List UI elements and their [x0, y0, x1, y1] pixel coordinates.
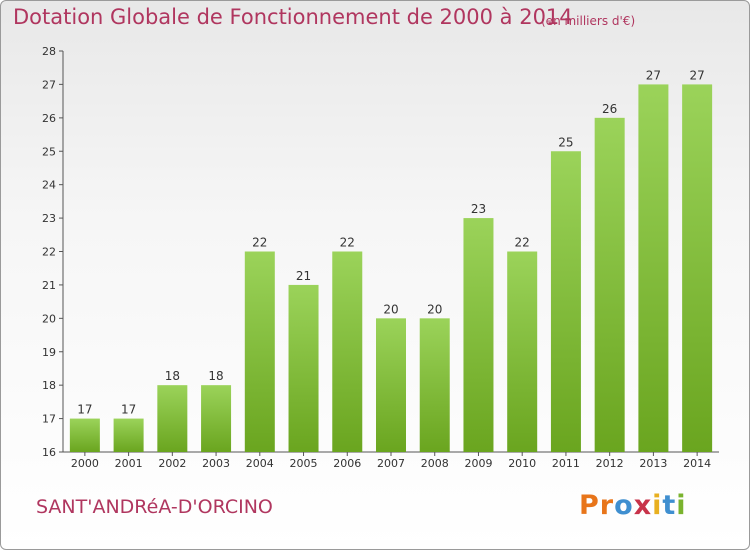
logo-letter: o	[614, 490, 634, 521]
y-tick-label: 20	[42, 312, 56, 325]
y-tick-label: 28	[42, 45, 56, 58]
commune-name: SANT'ANDRéA-D'ORCINO	[36, 496, 273, 518]
bar-value-label: 23	[471, 202, 486, 216]
bar	[201, 385, 232, 452]
bar-value-label: 18	[165, 369, 180, 383]
y-tick-label: 23	[42, 212, 56, 225]
bar	[157, 385, 188, 452]
y-tick-label: 24	[42, 179, 56, 192]
y-tick-label: 17	[42, 413, 56, 426]
bar-value-label: 25	[558, 135, 573, 149]
x-tick-label: 2001	[115, 457, 143, 470]
bar-value-label: 20	[427, 302, 442, 316]
x-tick-label: 2005	[290, 457, 318, 470]
x-tick-label: 2007	[377, 457, 405, 470]
bar-value-label: 20	[383, 302, 398, 316]
y-tick-label: 19	[42, 346, 56, 359]
bar-value-label: 22	[340, 236, 355, 250]
bar	[594, 117, 625, 452]
chart-unit-note: (en milliers d'€)	[541, 14, 636, 28]
x-tick-label: 2010	[508, 457, 536, 470]
x-tick-label: 2002	[158, 457, 186, 470]
bar-value-label: 21	[296, 269, 311, 283]
bar	[419, 318, 450, 452]
bar	[638, 84, 669, 453]
bar	[332, 251, 363, 452]
x-tick-label: 2013	[639, 457, 667, 470]
bar	[507, 251, 538, 452]
logo-letter: x	[633, 490, 653, 521]
bar	[550, 151, 581, 452]
bar-value-label: 22	[252, 236, 267, 250]
y-tick-label: 16	[42, 446, 56, 459]
proxiti-logo: Proxiti	[579, 490, 687, 521]
bar	[244, 251, 275, 452]
x-tick-label: 2008	[421, 457, 449, 470]
bar	[376, 318, 406, 452]
logo-letter: i	[652, 490, 663, 521]
x-tick-label: 2004	[246, 457, 274, 470]
x-tick-label: 2014	[683, 457, 711, 470]
logo-letter: i	[676, 490, 687, 521]
bar	[463, 218, 494, 452]
y-tick-label: 26	[42, 112, 56, 125]
logo-letter: P	[579, 490, 600, 521]
x-tick-label: 2009	[464, 457, 492, 470]
y-tick-label: 22	[42, 246, 56, 259]
bar-value-label: 17	[121, 403, 136, 417]
bar-value-label: 26	[602, 102, 617, 116]
bar-value-label: 18	[208, 369, 223, 383]
logo-letter: r	[599, 490, 615, 521]
bar	[113, 418, 144, 452]
bar-value-label: 27	[689, 68, 704, 82]
y-tick-label: 18	[42, 379, 56, 392]
chart-title: Dotation Globale de Fonctionnement de 20…	[13, 5, 573, 29]
x-tick-label: 2011	[552, 457, 580, 470]
y-tick-label: 27	[42, 78, 56, 91]
bar-value-label: 17	[77, 403, 92, 417]
bar	[69, 418, 100, 452]
logo-letter: t	[662, 490, 677, 521]
bar-value-label: 27	[646, 68, 661, 82]
x-tick-label: 2006	[333, 457, 361, 470]
y-tick-label: 25	[42, 145, 56, 158]
bar	[288, 284, 319, 452]
x-tick-label: 2012	[596, 457, 624, 470]
bar-value-label: 22	[515, 236, 530, 250]
bar	[682, 84, 713, 453]
y-tick-label: 21	[42, 279, 56, 292]
x-tick-label: 2003	[202, 457, 230, 470]
x-tick-label: 2000	[71, 457, 99, 470]
